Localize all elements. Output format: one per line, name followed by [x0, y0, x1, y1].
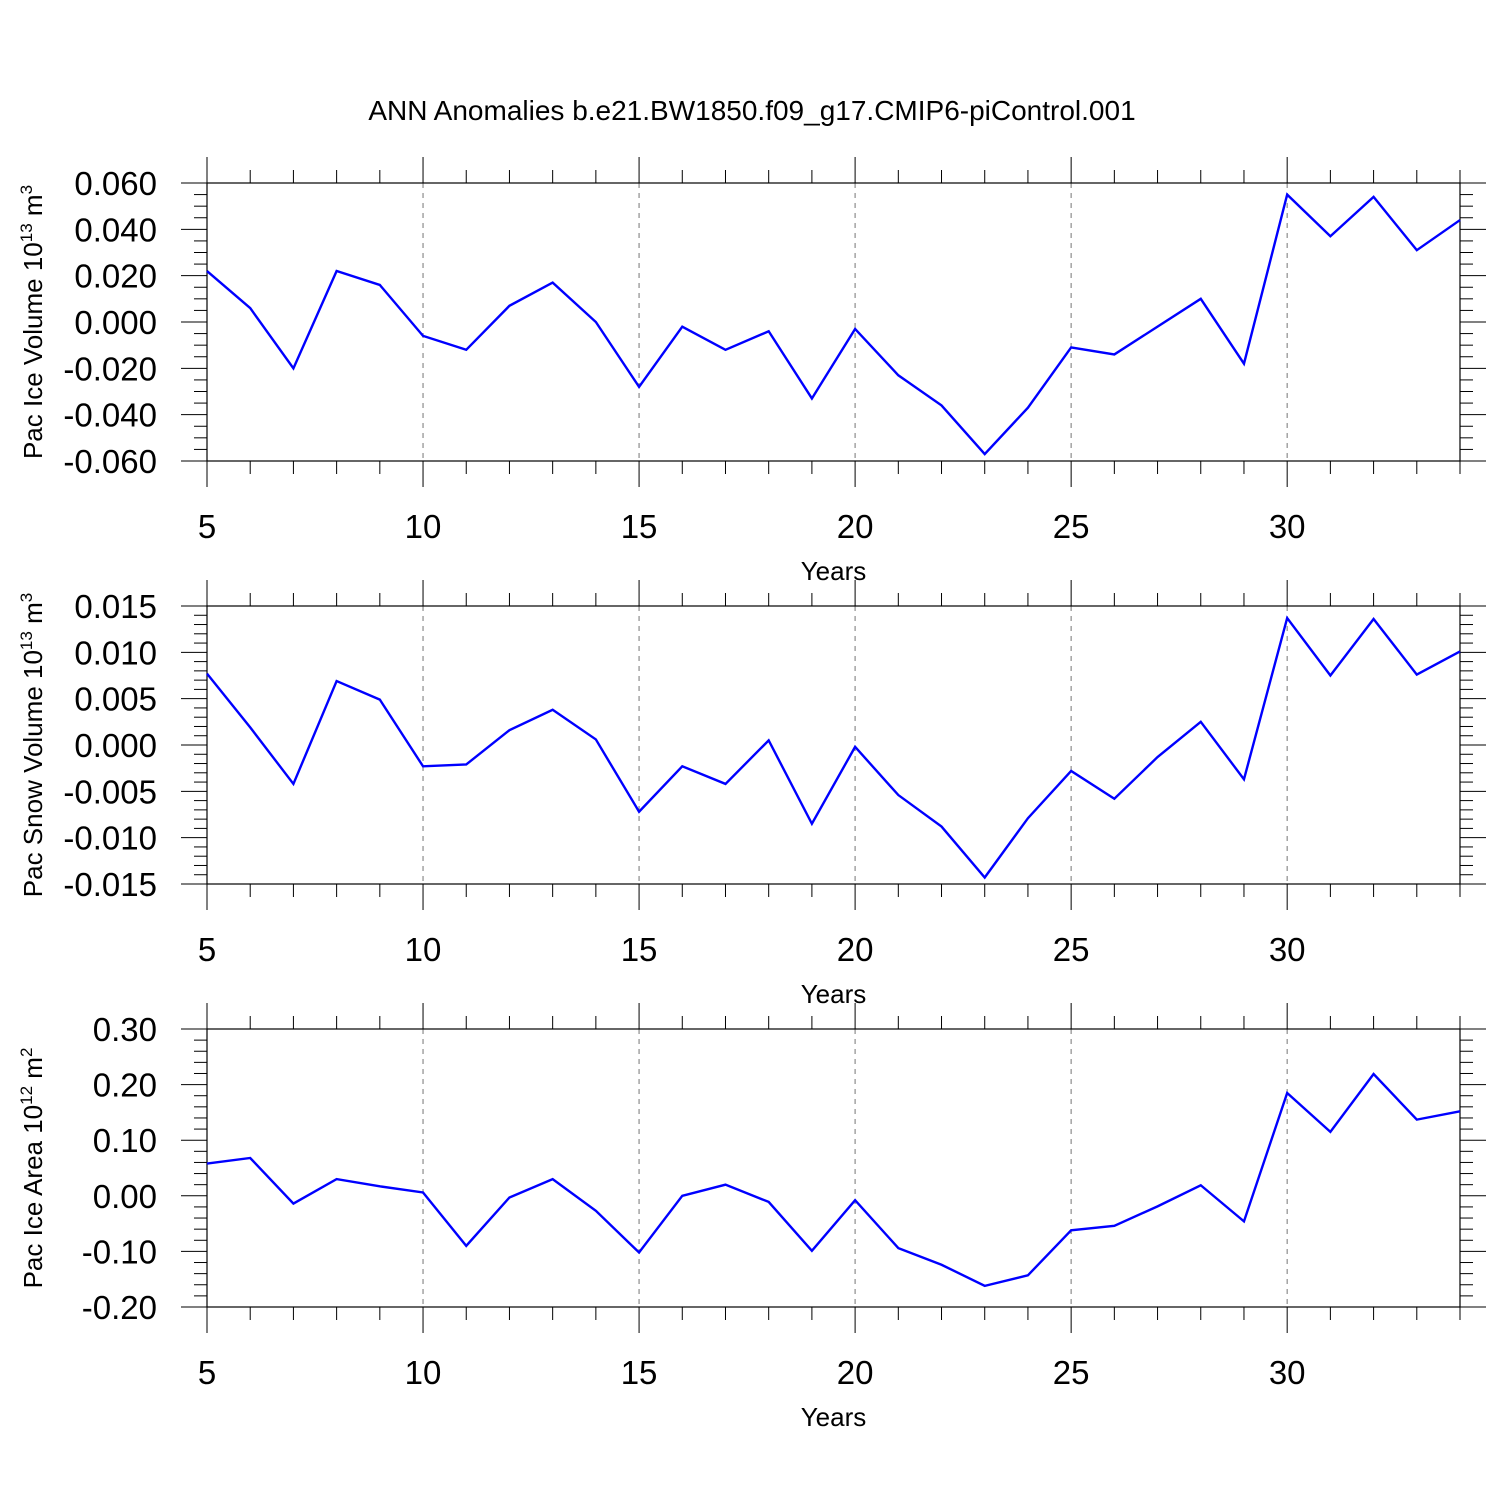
plot-frame — [206, 182, 1461, 462]
x-tick-label: 30 — [1269, 1354, 1306, 1391]
plot-frame — [206, 1028, 1461, 1308]
y-tick-label: 0.005 — [74, 681, 157, 718]
y-tick-label: 0.015 — [74, 588, 157, 625]
y-axis-title-unit: m — [18, 602, 48, 631]
x-tick-label: 5 — [198, 508, 216, 545]
y-axis-title: Pac Ice Volume 1013 m3 — [17, 185, 48, 459]
x-tick-label: 25 — [1053, 931, 1090, 968]
y-tick-label: -0.20 — [82, 1289, 157, 1326]
x-tick-label: 30 — [1269, 931, 1306, 968]
x-tick-label: 20 — [837, 508, 874, 545]
x-tick-label: 15 — [621, 931, 658, 968]
y-tick-label: 0.00 — [93, 1178, 157, 1215]
y-tick-label: -0.020 — [63, 350, 157, 387]
y-tick-label: -0.010 — [63, 820, 157, 857]
x-tick-label: 10 — [405, 931, 442, 968]
x-tick-label: 15 — [621, 1354, 658, 1391]
data-series-line — [206, 615, 1461, 880]
y-axis-title-exponent: 12 — [17, 1086, 36, 1105]
x-tick-label: 25 — [1053, 508, 1090, 545]
y-tick-label: 0.30 — [93, 1011, 157, 1048]
y-axis-title-unit: m — [18, 194, 48, 223]
y-tick-label: -0.005 — [63, 773, 157, 810]
x-tick-label: 20 — [837, 931, 874, 968]
y-tick-label: 0.060 — [74, 165, 157, 202]
y-axis-title-unit-exponent: 3 — [17, 593, 36, 602]
y-tick-label: 0.000 — [74, 727, 157, 764]
x-axis-title: Years — [801, 1402, 867, 1432]
y-axis-title-unit: m — [18, 1057, 48, 1086]
x-tick-label: 25 — [1053, 1354, 1090, 1391]
snow-volume-panel: -0.015 -0.010 -0.005 0.000 0.005 0.010 0.015 5 1… — [17, 580, 1486, 1009]
y-axis-title-text: Pac Ice Area 10 — [18, 1105, 48, 1289]
x-axis-title: Years — [801, 556, 867, 586]
y-tick-label: 0.20 — [93, 1067, 157, 1104]
y-axis-title-text: Pac Snow Volume 10 — [18, 650, 48, 897]
x-tick-label: 10 — [405, 1354, 442, 1391]
ice-volume-panel: -0.060 -0.040 -0.020 0.000 0.020 0.040 0.060 5 1… — [17, 157, 1486, 586]
y-tick-label: 0.010 — [74, 634, 157, 671]
ice-area-panel: -0.20 -0.10 0.00 0.10 0.20 0.30 5 10 15 20 25 30 Yea… — [17, 1003, 1486, 1432]
x-tick-label: 30 — [1269, 508, 1306, 545]
figure-title: ANN Anomalies b.e21.BW1850.f09_g17.CMIP6… — [368, 95, 1135, 126]
x-tick-label: 5 — [198, 1354, 216, 1391]
plot-frame — [206, 605, 1461, 885]
x-tick-label: 15 — [621, 508, 658, 545]
data-series-line — [206, 1072, 1461, 1288]
y-tick-label: 0.040 — [74, 211, 157, 248]
x-tick-label: 5 — [198, 931, 216, 968]
y-tick-label: -0.015 — [63, 866, 157, 903]
y-axis-title: Pac Ice Area 1012 m2 — [17, 1048, 48, 1289]
y-axis-title-unit-exponent: 2 — [17, 1048, 36, 1057]
y-tick-label: 0.020 — [74, 258, 157, 295]
x-tick-label: 20 — [837, 1354, 874, 1391]
y-tick-label: 0.10 — [93, 1122, 157, 1159]
chart-panels: -0.060 -0.040 -0.020 0.000 0.020 0.040 0.060 5 1… — [17, 157, 1486, 1432]
y-tick-label: -0.060 — [63, 443, 157, 480]
y-axis-title-exponent: 13 — [17, 631, 36, 650]
x-tick-label: 10 — [405, 508, 442, 545]
y-axis-title-unit-exponent: 3 — [17, 185, 36, 194]
y-axis-title-exponent: 13 — [17, 223, 36, 242]
y-tick-label: 0.000 — [74, 304, 157, 341]
y-tick-label: -0.10 — [82, 1233, 157, 1270]
y-axis-title-text: Pac Ice Volume 10 — [18, 242, 48, 459]
y-axis-title: Pac Snow Volume 1013 m3 — [17, 593, 48, 897]
y-tick-label: -0.040 — [63, 397, 157, 434]
data-series-line — [206, 192, 1461, 456]
x-axis-title: Years — [801, 979, 867, 1009]
